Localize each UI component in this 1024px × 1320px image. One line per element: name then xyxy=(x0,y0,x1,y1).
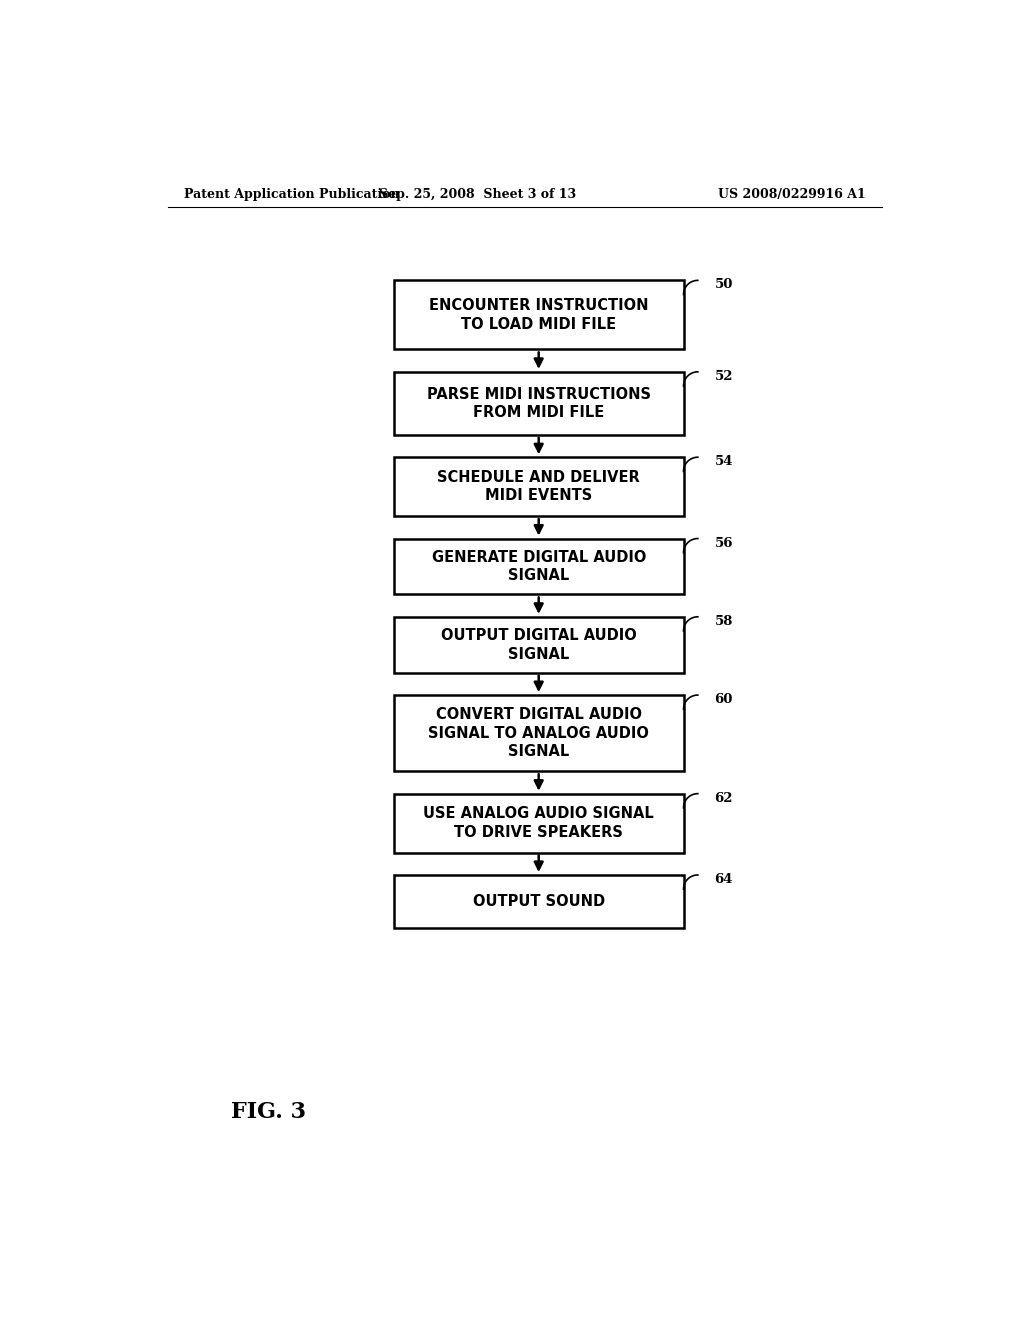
Text: SCHEDULE AND DELIVER
MIDI EVENTS: SCHEDULE AND DELIVER MIDI EVENTS xyxy=(437,470,640,503)
Text: Patent Application Publication: Patent Application Publication xyxy=(183,189,399,202)
Text: PARSE MIDI INSTRUCTIONS
FROM MIDI FILE: PARSE MIDI INSTRUCTIONS FROM MIDI FILE xyxy=(427,387,650,420)
Text: 64: 64 xyxy=(715,873,733,886)
Text: OUTPUT SOUND: OUTPUT SOUND xyxy=(473,894,605,909)
Text: 56: 56 xyxy=(715,536,733,549)
Bar xyxy=(394,616,684,673)
Text: 58: 58 xyxy=(715,615,733,628)
Text: 52: 52 xyxy=(715,370,733,383)
Text: US 2008/0229916 A1: US 2008/0229916 A1 xyxy=(718,189,866,202)
Bar xyxy=(394,793,684,853)
Bar xyxy=(394,457,684,516)
Text: OUTPUT DIGITAL AUDIO
SIGNAL: OUTPUT DIGITAL AUDIO SIGNAL xyxy=(440,628,637,661)
Text: 50: 50 xyxy=(715,279,733,292)
Bar xyxy=(394,696,684,771)
Bar xyxy=(394,875,684,928)
Text: 62: 62 xyxy=(715,792,733,805)
Text: 54: 54 xyxy=(715,455,733,469)
Text: GENERATE DIGITAL AUDIO
SIGNAL: GENERATE DIGITAL AUDIO SIGNAL xyxy=(431,549,646,583)
Text: 60: 60 xyxy=(715,693,733,706)
Text: FIG. 3: FIG. 3 xyxy=(231,1101,306,1123)
Bar xyxy=(394,280,684,350)
Text: ENCOUNTER INSTRUCTION
TO LOAD MIDI FILE: ENCOUNTER INSTRUCTION TO LOAD MIDI FILE xyxy=(429,298,648,331)
Bar xyxy=(394,372,684,434)
Text: Sep. 25, 2008  Sheet 3 of 13: Sep. 25, 2008 Sheet 3 of 13 xyxy=(379,189,575,202)
Text: USE ANALOG AUDIO SIGNAL
TO DRIVE SPEAKERS: USE ANALOG AUDIO SIGNAL TO DRIVE SPEAKER… xyxy=(423,807,654,840)
Bar xyxy=(394,539,684,594)
Text: CONVERT DIGITAL AUDIO
SIGNAL TO ANALOG AUDIO
SIGNAL: CONVERT DIGITAL AUDIO SIGNAL TO ANALOG A… xyxy=(428,708,649,759)
